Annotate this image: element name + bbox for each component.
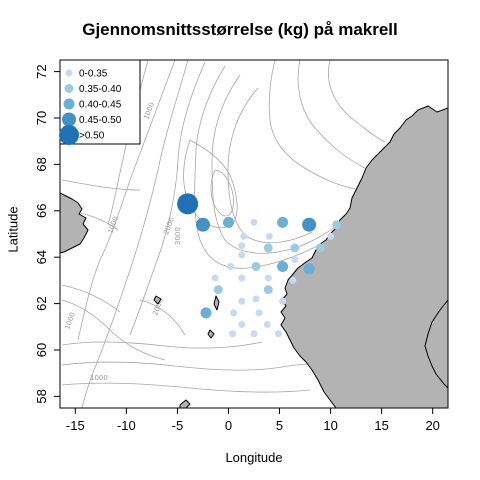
station-point <box>250 218 258 226</box>
contour-label: 3000 <box>174 227 182 245</box>
legend-swatch <box>63 98 75 110</box>
station-point <box>277 260 289 272</box>
plot-frame <box>59 59 449 409</box>
station-point <box>279 297 287 305</box>
map-title: Gjennomsnittsstørrelse (kg) på makrell <box>82 20 398 39</box>
contour-label: 1000 <box>90 374 108 382</box>
legend-label: 0-0.35 <box>79 69 108 80</box>
station-point <box>263 320 271 328</box>
y-tick-label: 60 <box>34 343 49 357</box>
y-tick-label: 68 <box>34 157 49 171</box>
y-axis: 58 60 62 64 66 68 70 72 <box>34 64 60 404</box>
faroe-islands <box>153 295 162 305</box>
station-point <box>177 193 199 215</box>
station-point <box>252 295 260 303</box>
station-point <box>240 232 248 240</box>
contour-label: 1000 <box>142 101 156 120</box>
station-point <box>200 307 212 319</box>
station-points <box>177 193 342 338</box>
station-point <box>251 261 261 271</box>
station-point <box>263 243 273 253</box>
x-tick-label: -10 <box>117 418 136 433</box>
station-point <box>303 263 315 275</box>
x-axis: -15 -10 -5 0 5 10 15 20 <box>66 408 440 433</box>
legend-swatch <box>65 69 73 77</box>
station-point <box>255 309 263 317</box>
legend-swatch <box>64 84 74 93</box>
station-point <box>227 262 235 270</box>
station-point <box>229 330 237 338</box>
y-tick-label: 62 <box>34 296 49 310</box>
station-point <box>315 243 325 253</box>
sweden-coast <box>424 299 448 389</box>
orkney-islands <box>207 329 215 339</box>
legend-label: 0.45-0.50 <box>79 115 122 126</box>
legend-swatch <box>62 112 76 127</box>
station-point <box>327 232 335 240</box>
station-point <box>238 274 246 282</box>
x-tick-label: -5 <box>172 418 184 433</box>
shetland-islands <box>213 295 220 311</box>
station-point <box>289 276 297 284</box>
station-point <box>250 330 258 338</box>
station-point <box>213 285 223 295</box>
scotland-coast <box>179 399 191 408</box>
y-tick-label: 72 <box>34 64 49 78</box>
land-masses <box>60 105 448 408</box>
station-point <box>332 220 342 230</box>
station-point <box>302 217 317 232</box>
y-tick-label: 64 <box>34 250 49 264</box>
contour-label: 1000 <box>63 311 77 330</box>
station-point <box>238 297 246 305</box>
legend-label: >0.50 <box>79 131 105 142</box>
x-tick-label: 10 <box>323 418 337 433</box>
x-tick-label: 0 <box>225 418 232 433</box>
contour-label: 1000 <box>106 215 120 234</box>
station-point <box>238 242 246 250</box>
y-tick-label: 66 <box>34 204 49 218</box>
station-point <box>290 243 300 253</box>
legend-label: 0.35-0.40 <box>79 84 122 95</box>
legend-label: 0.40-0.45 <box>79 100 122 111</box>
station-point <box>277 216 289 228</box>
station-point <box>238 251 246 259</box>
x-axis-title: Longitude <box>225 450 283 465</box>
y-axis-title: Latitude <box>5 206 21 253</box>
scandinavia-coast <box>280 105 448 408</box>
station-point <box>222 216 234 228</box>
station-point <box>263 285 273 295</box>
station-point <box>238 320 246 328</box>
iceland-coast <box>60 192 89 254</box>
x-tick-label: -15 <box>66 418 85 433</box>
y-tick-label: 58 <box>34 389 49 403</box>
legend: 0-0.35 0.35-0.40 0.40-0.45 0.45-0.50 >0.50 <box>59 59 141 145</box>
station-point <box>264 274 272 282</box>
x-tick-label: 20 <box>425 418 439 433</box>
station-point <box>275 330 283 338</box>
station-point <box>195 217 210 232</box>
station-point <box>211 274 219 282</box>
legend-swatch <box>59 125 79 145</box>
station-point <box>291 256 299 264</box>
station-point <box>265 232 273 240</box>
y-tick-label: 70 <box>34 111 49 125</box>
station-point <box>230 309 238 317</box>
x-tick-label: 15 <box>374 418 388 433</box>
x-tick-label: 5 <box>276 418 283 433</box>
